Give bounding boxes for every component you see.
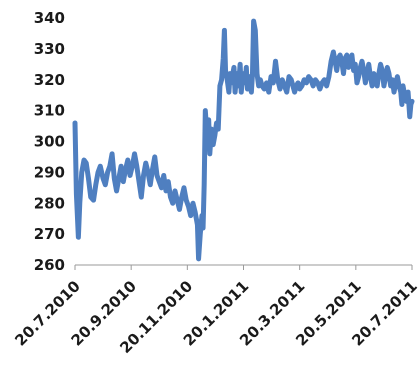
x-axis-ticks: 20.7.201020.9.201020.11.201020.1.201120.… [11, 265, 420, 357]
y-tick-label: 260 [34, 256, 65, 274]
y-tick-label: 290 [34, 163, 65, 181]
y-tick-label: 300 [34, 133, 65, 151]
y-tick-label: 320 [34, 71, 65, 89]
y-tick-label: 310 [34, 102, 65, 120]
y-tick-label: 340 [34, 9, 65, 27]
plot-series [72, 18, 415, 262]
y-tick-label: 330 [34, 40, 65, 58]
y-tick-label: 280 [34, 194, 65, 212]
price-series-line [72, 18, 415, 262]
y-tick-label: 270 [34, 225, 65, 243]
y-axis-ticks: 260 270 280 290 300 310 320 330 340 [34, 9, 65, 274]
